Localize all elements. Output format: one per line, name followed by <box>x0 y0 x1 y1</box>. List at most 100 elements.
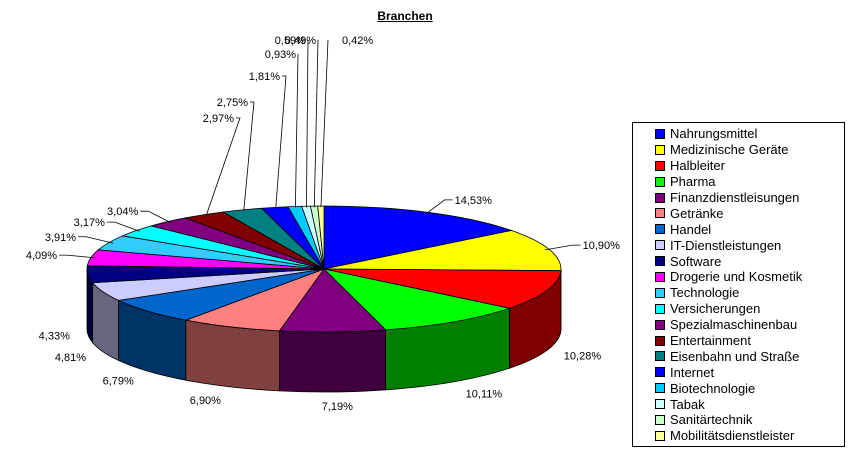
legend-item: Software <box>633 253 844 269</box>
chart-title: Branchen <box>377 9 433 23</box>
leader-line-nahrungsmittel <box>426 199 453 214</box>
legend-item: Versicherungen <box>633 301 844 317</box>
legend-label: Technologie <box>670 285 740 301</box>
legend-swatch <box>655 430 665 441</box>
legend-item: Technologie <box>633 285 844 301</box>
leader-line-biotechnologie <box>294 53 299 208</box>
legend-label: Mobilitätsdienstleister <box>670 428 795 444</box>
legend: Nahrungsmittel Medizinische Geräte Halblei… <box>632 122 845 447</box>
legend-label: Sanitärtechnik <box>670 412 753 428</box>
data-label-tabak: 0,59% <box>275 35 306 47</box>
data-label-pharma: 10,11% <box>466 388 503 400</box>
legend-item: Drogerie und Kosmetik <box>633 269 844 285</box>
legend-item: Halbleiter <box>633 158 844 174</box>
legend-item: Biotechnologie <box>633 380 844 396</box>
data-label-entertainment: 2,97% <box>203 113 234 125</box>
legend-swatch <box>655 351 665 362</box>
data-label-versicherungen: 3,17% <box>74 217 105 229</box>
leader-line-entertainment <box>205 117 241 216</box>
legend-swatch <box>655 383 665 394</box>
legend-swatch <box>655 176 665 187</box>
legend-swatch <box>655 256 665 267</box>
slice-side-finanzdienstleisungen <box>279 329 386 393</box>
legend-swatch <box>655 367 665 378</box>
data-label-spezialmaschinenbau: 3,04% <box>107 206 138 218</box>
legend-item: Entertainment <box>633 333 844 349</box>
legend-label: Nahrungsmittel <box>670 126 758 142</box>
data-label-medizinische-geraete: 10,90% <box>583 240 621 252</box>
leader-line-mobilitaetsdienstleister <box>320 39 329 208</box>
data-label-technologie: 3,91% <box>45 232 76 244</box>
legend-label: IT-Dienstleistungen <box>670 237 782 253</box>
slice-halbleiter <box>323 268 562 309</box>
legend-item: Pharma <box>633 174 844 190</box>
legend-label: Versicherungen <box>670 301 761 317</box>
legend-label: Spezialmaschinenbau <box>670 317 798 333</box>
slice-side-getraenke <box>185 319 280 392</box>
data-label-biotechnologie: 0,93% <box>265 49 296 61</box>
legend-label: Entertainment <box>670 333 751 349</box>
legend-swatch <box>655 144 665 155</box>
legend-label: Tabak <box>670 396 705 412</box>
legend-swatch <box>655 399 665 410</box>
legend-swatch <box>655 128 665 139</box>
legend-label: Software <box>670 253 722 269</box>
legend-label: Drogerie und Kosmetik <box>670 269 803 285</box>
legend-swatch <box>655 303 665 314</box>
legend-item: Mobilitätsdienstleister <box>633 428 844 444</box>
leader-line-technologie <box>78 236 114 244</box>
legend-item: Spezialmaschinenbau <box>633 317 844 333</box>
slice-getraenke <box>184 268 326 332</box>
legend-label: Handel <box>670 221 712 237</box>
legend-item: Sanitärtechnik <box>633 412 844 428</box>
legend-swatch <box>655 271 665 282</box>
legend-item: Medizinische Geräte <box>633 142 844 158</box>
legend-swatch <box>655 287 665 298</box>
legend-item: Finanzdienstleisungen <box>633 190 844 206</box>
legend-label: Eisenbahn und Straße <box>670 348 800 364</box>
legend-item: Nahrungsmittel <box>633 126 844 142</box>
data-label-eisenbahn-und-strasse: 2,75% <box>217 97 248 109</box>
legend-swatch <box>655 319 665 330</box>
legend-swatch <box>655 335 665 346</box>
data-label-halbleiter: 10,28% <box>564 350 602 362</box>
legend-label: Finanzdienstleisungen <box>670 190 800 205</box>
legend-label: Medizinische Geräte <box>670 142 789 158</box>
slice-finanzdienstleisungen <box>278 268 387 333</box>
legend-item: Eisenbahn und Straße <box>633 348 844 364</box>
leader-line-tabak <box>306 39 309 208</box>
data-label-nahrungsmittel: 14,53% <box>455 195 493 207</box>
leader-line-internet <box>275 75 287 209</box>
legend-swatch <box>655 414 665 425</box>
leader-line-spezialmaschinenbau <box>140 210 171 223</box>
legend-swatch <box>655 192 665 203</box>
data-label-software: 4,33% <box>39 330 70 342</box>
legend-label: Internet <box>670 364 715 380</box>
legend-label: Biotechnologie <box>670 380 756 396</box>
legend-swatch <box>655 224 665 235</box>
leader-line-drogerie-und-kosmetik <box>59 254 96 259</box>
leader-line-medizinische-geraete <box>544 244 581 251</box>
data-label-it-dienstleistungen: 4,81% <box>55 352 86 364</box>
legend-label: Getränke <box>670 205 724 221</box>
data-label-mobilitaetsdienstleister: 0,42% <box>342 35 373 47</box>
data-label-drogerie-und-kosmetik: 4,09% <box>26 250 57 262</box>
data-label-handel: 6,79% <box>103 376 134 388</box>
legend-item: Internet <box>633 364 844 380</box>
legend-swatch <box>655 160 665 171</box>
legend-label: Pharma <box>670 174 716 190</box>
legend-item: Handel <box>633 221 844 237</box>
data-label-internet: 1,81% <box>249 71 280 83</box>
legend-swatch <box>655 208 665 219</box>
data-label-sanitaertechnik: 0,49% <box>285 35 316 47</box>
legend-item: IT-Dienstleistungen <box>633 237 844 253</box>
legend-label: Halbleiter <box>670 158 725 174</box>
leader-line-sanitaertechnik <box>313 39 319 208</box>
data-label-finanzdienstleisungen: 7,19% <box>322 401 353 413</box>
leader-line-versicherungen <box>106 221 140 232</box>
legend-swatch <box>655 240 665 251</box>
leader-line-eisenbahn-und-strasse <box>243 101 255 212</box>
legend-item: Getränke <box>633 205 844 221</box>
pie-chart: 14,53% 10,90% 10,28% 10,11% 7,19% 6,90% 6,79% 4… <box>26 35 621 413</box>
data-label-getraenke: 6,90% <box>190 395 221 407</box>
